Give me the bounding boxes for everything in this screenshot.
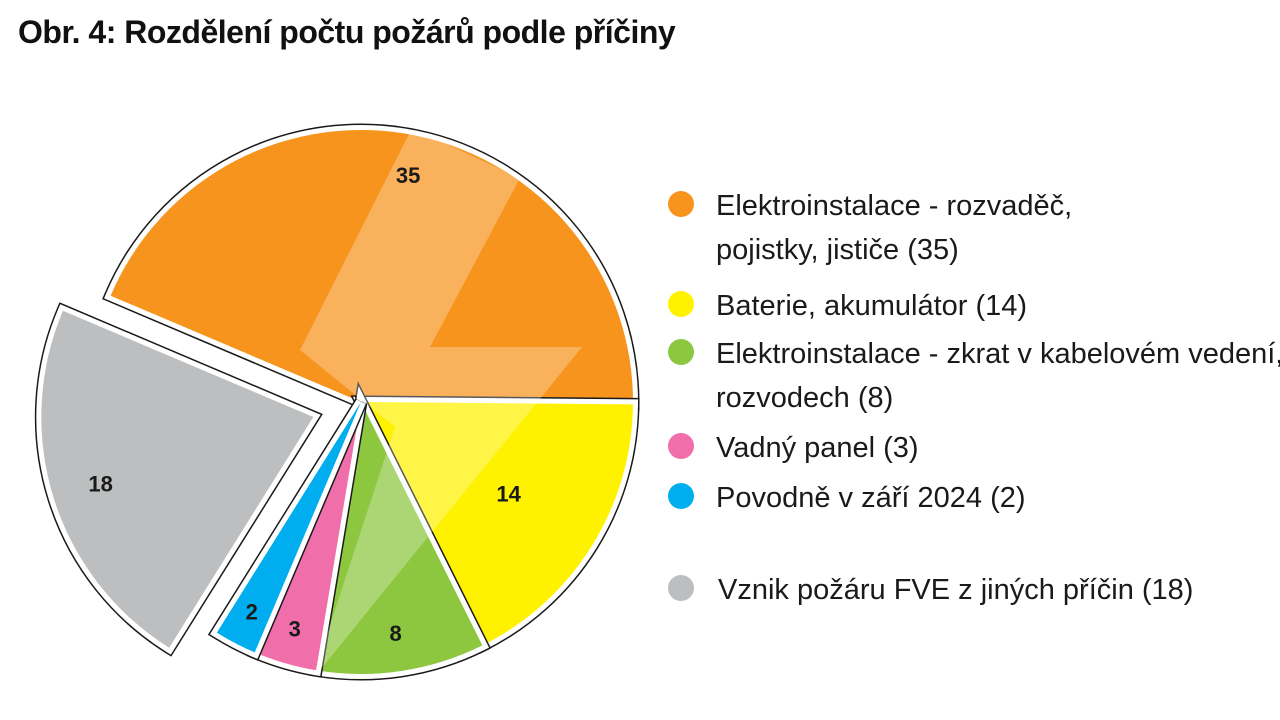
pie-slice-2-group bbox=[350, 395, 640, 655]
pie-slice-6-value-label: 18 bbox=[88, 472, 112, 497]
legend-item-4: Vadný panel (3) bbox=[668, 426, 1276, 470]
legend-label-4: Vadný panel (3) bbox=[716, 432, 919, 464]
legend-label-2: Baterie, akumulátor (14) bbox=[716, 290, 1028, 322]
pie-slice-6 bbox=[41, 310, 314, 648]
chart-title: Obr. 4: Rozdělení počtu požárů podle pří… bbox=[18, 14, 676, 50]
pie-slice-1-value-label: 35 bbox=[396, 163, 420, 188]
legend-swatch-5 bbox=[668, 483, 694, 509]
pie-slice-5-group bbox=[207, 398, 367, 661]
pie-slice-2-value-label: 14 bbox=[496, 482, 521, 507]
legend-item-2: Baterie, akumulátor (14) bbox=[668, 284, 1276, 328]
legend-label-5: Povodně v září 2024 (2) bbox=[716, 482, 1026, 514]
pie-slice-1 bbox=[110, 129, 634, 405]
pie-slice-4-value-label: 3 bbox=[289, 617, 301, 642]
pie-slice-3 bbox=[316, 402, 483, 674]
legend-label-1: Elektroinstalace - rozvaděč, pojistky, j… bbox=[716, 190, 1073, 266]
legend-swatch-6 bbox=[668, 575, 694, 601]
pie-slice-3-value-label: 8 bbox=[389, 621, 401, 646]
legend-label-6: Vznik požáru FVE z jiných příčin (18) bbox=[718, 574, 1194, 606]
lightning-bolt-icon bbox=[300, 130, 582, 675]
pie-slice-5-value-label: 2 bbox=[246, 599, 258, 624]
pie-slice-3-group bbox=[308, 381, 492, 681]
legend-swatch-1 bbox=[668, 191, 694, 217]
legend-item-1: Elektroinstalace - rozvaděč, pojistky, j… bbox=[668, 184, 1156, 272]
pie-slice-5 bbox=[216, 402, 361, 653]
pie-slice-1-group bbox=[102, 123, 640, 411]
legend-label-3: Elektroinstalace - zkrat v kabelovém ved… bbox=[716, 338, 1280, 414]
pie-slice-6-group bbox=[34, 302, 323, 657]
legend-swatch-2 bbox=[668, 291, 694, 317]
legend-item-3: Elektroinstalace - zkrat v kabelovém ved… bbox=[668, 332, 1280, 420]
pie-slice-2 bbox=[361, 402, 633, 646]
legend-swatch-3 bbox=[668, 339, 694, 365]
legend-item-5: Povodně v září 2024 (2) bbox=[668, 476, 1276, 520]
legend-item-6: Vznik požáru FVE z jiných příčin (18) bbox=[668, 568, 1278, 612]
legend-swatch-4 bbox=[668, 433, 694, 459]
